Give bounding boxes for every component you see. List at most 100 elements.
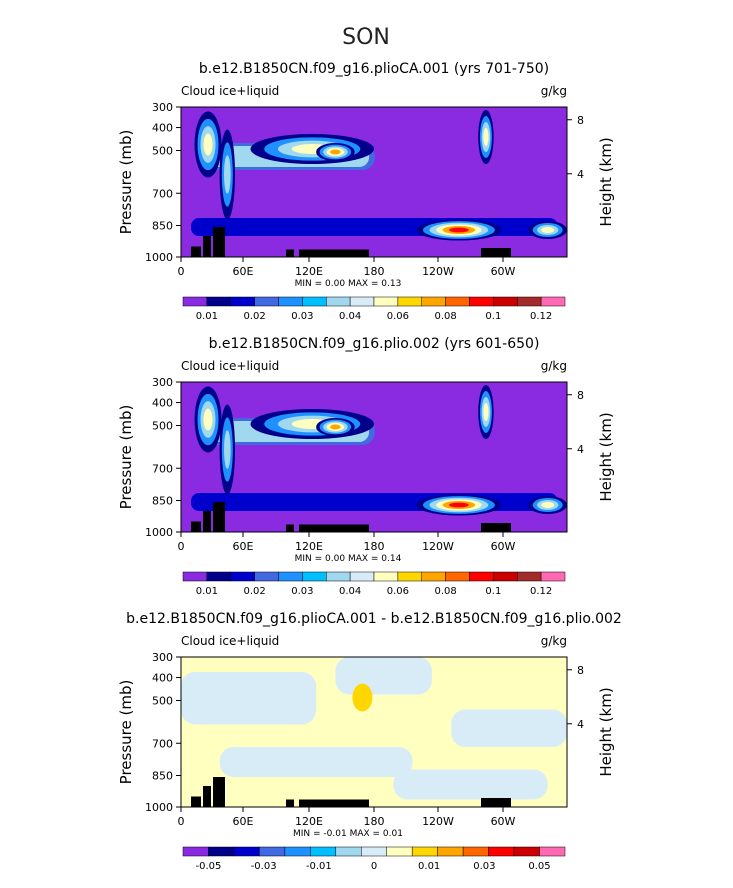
units-label: g/kg [541,634,567,648]
min-max-stats: MIN = -0.01 MAX = 0.01 [293,829,403,839]
colorbar-swatch [302,296,327,307]
colorbar-swatch [349,571,375,582]
y-axis-label: Pressure (mb) [117,130,135,235]
contour-feature [335,657,432,695]
colorbar-swatch [326,571,351,582]
x-tick-label: 0 [178,540,185,553]
y-tick-label: 300 [152,101,173,114]
contour-feature [224,155,231,194]
colorbar-label: 0.03 [473,861,495,872]
panel-1: b.e12.B1850CN.f09_g16.plioCA.001 (yrs 70… [117,61,615,322]
terrain-block [203,786,211,807]
contour-band [191,493,558,511]
terrain-block [286,799,294,807]
colorbar-swatch [206,296,231,307]
colorbar-swatch [254,571,279,582]
terrain-block [299,249,369,257]
terrain-block [481,248,511,257]
y-tick-label: 1000 [145,526,173,539]
colorbar-swatch [540,571,566,582]
x-tick-label: 60W [491,815,516,828]
contour-feature [483,128,489,146]
contour-feature [352,683,373,712]
y-tick-label: 400 [152,122,173,135]
colorbar-swatch [493,296,518,307]
colorbar-swatch [284,846,311,857]
colorbar-label: 0.01 [196,311,218,322]
variable-label: Cloud ice+liquid [181,634,279,648]
contour-feature [449,502,469,508]
x-tick-label: 120W [422,265,454,278]
colorbar-swatch [540,296,566,307]
x-tick-label: 60E [233,265,254,278]
y-tick-label: 400 [152,397,173,410]
colorbar-label: 0.08 [434,586,456,597]
colorbar-swatch [349,296,375,307]
colorbar-swatch [302,571,327,582]
terrain-block [299,524,369,532]
terrain-block [213,227,225,257]
colorbar-swatch [233,846,260,857]
x-tick-label: 180 [364,815,385,828]
panel-title: b.e12.B1850CN.f09_g16.plioCA.001 - b.e12… [126,611,622,627]
colorbar-label: 0.1 [485,586,501,597]
colorbar-swatch [373,571,399,582]
terrain-block [481,523,511,532]
terrain-block [299,799,369,807]
panel-title: b.e12.B1850CN.f09_g16.plio.002 (yrs 601-… [209,336,540,352]
x-tick-label: 120W [422,540,454,553]
y-tick-label: 850 [152,495,173,508]
colorbar: 0.01 0.02 0.03 0.04 0.06 0.08 0.1 0.12 [182,571,566,597]
contour-feature [330,424,341,430]
units-label: g/kg [541,359,567,373]
colorbar-swatch [182,296,208,307]
panel-title: b.e12.B1850CN.f09_g16.plioCA.001 (yrs 70… [199,61,549,77]
height-tick-label: 8 [577,114,584,127]
min-max-stats: MIN = 0.00 MAX = 0.14 [295,554,402,564]
contour-feature [181,672,317,725]
colorbar-label: 0.01 [418,861,440,872]
x-tick-label: 180 [364,540,385,553]
terrain-block [213,777,225,807]
colorbar-swatch [469,296,494,307]
colorbar-swatch [421,571,446,582]
colorbar-label: 0.12 [530,311,552,322]
x-tick-label: 0 [178,815,185,828]
contour-feature [219,747,413,777]
y-tick-label: 500 [152,695,173,708]
colorbar-label: 0.01 [196,586,218,597]
colorbar-label: 0.04 [339,311,361,322]
contour-feature [541,502,555,508]
colorbar-swatch [517,571,542,582]
y-tick-label: 1000 [145,801,173,814]
y-axis-label: Pressure (mb) [117,405,135,510]
colorbar-swatch [208,846,235,857]
contour-band [191,218,558,236]
contour-feature [330,149,341,155]
colorbar-swatch [397,571,422,582]
colorbar-swatch [182,846,209,857]
colorbar-swatch [513,846,540,857]
colorbar-label: 0.1 [485,311,501,322]
contour-feature [541,227,555,233]
colorbar-label: 0.03 [291,311,313,322]
height-tick-label: 8 [577,389,584,402]
colorbar-swatch [517,296,542,307]
y2-axis-label: Height (km) [597,412,615,501]
variable-label: Cloud ice+liquid [181,359,279,373]
colorbar-label: 0.03 [291,586,313,597]
colorbar-label: -0.05 [196,861,222,872]
x-tick-label: 60W [491,265,516,278]
y-tick-label: 400 [152,672,173,685]
topography [191,777,511,807]
y-tick-label: 850 [152,770,173,783]
colorbar-swatch [310,846,337,857]
colorbar: 0.01 0.02 0.03 0.04 0.06 0.08 0.1 0.12 [182,296,566,322]
terrain-block [191,521,201,532]
terrain-block [191,246,201,257]
variable-label: Cloud ice+liquid [181,84,279,98]
colorbar-label: 0.06 [387,586,409,597]
terrain-block [203,236,211,257]
y-axis-label: Pressure (mb) [117,680,135,785]
